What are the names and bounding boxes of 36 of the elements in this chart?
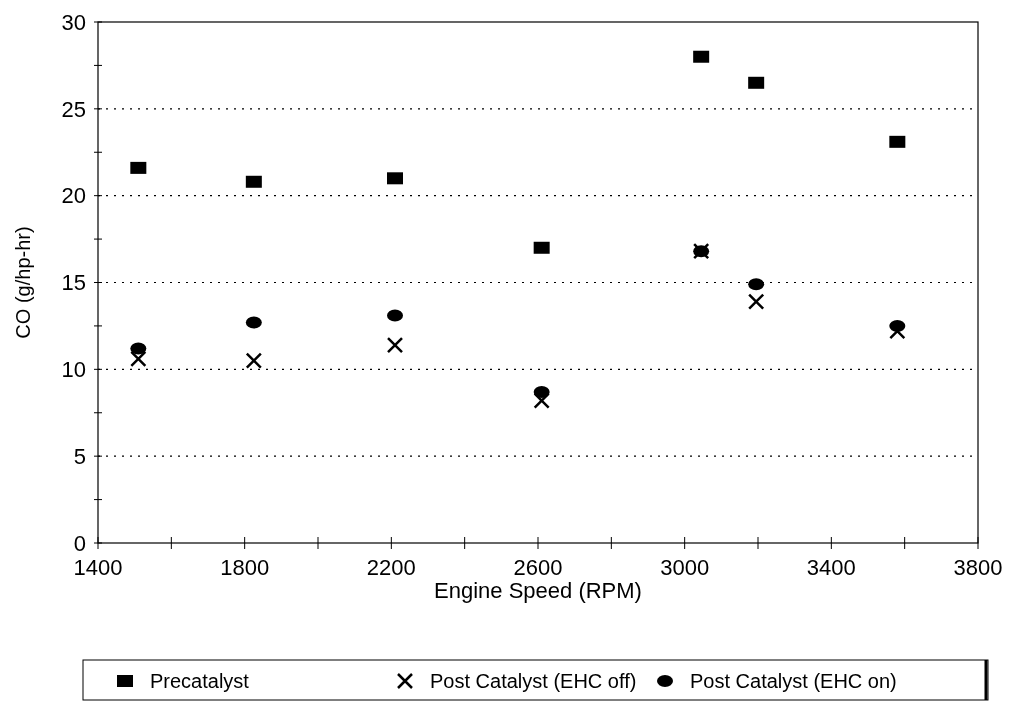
point: [245, 175, 262, 188]
point: [747, 293, 765, 310]
point: [245, 352, 263, 369]
legend-label: Post Catalyst (EHC off): [430, 670, 637, 692]
point: [130, 342, 147, 355]
x-tick-label: 1400: [73, 555, 123, 580]
legend-label: Post Catalyst (EHC on): [690, 670, 897, 692]
y-tick-label: 10: [61, 357, 86, 383]
point: [533, 241, 550, 254]
legend-label: Precatalyst: [150, 670, 250, 692]
x-tick-label: 2200: [366, 555, 416, 580]
point: [387, 172, 403, 185]
y-tick-label: 15: [61, 270, 86, 296]
y-axis-title: CO (g/hp-hr): [12, 226, 34, 339]
point: [693, 50, 710, 63]
x-tick-label: 3000: [660, 555, 710, 580]
point: [748, 76, 765, 89]
x-tick-label: 3400: [806, 555, 856, 580]
x-tick-label: 2600: [513, 555, 563, 580]
point: [889, 322, 906, 340]
point: [245, 316, 262, 329]
point: [130, 161, 147, 174]
y-tick-label: 25: [61, 96, 86, 122]
y-tick-label: 0: [73, 530, 86, 556]
point: [889, 135, 906, 148]
y-tick-label: 5: [73, 443, 86, 469]
y-tick-label: 20: [61, 183, 86, 209]
y-tick-label: 30: [61, 9, 86, 35]
x-axis-title: Engine Speed (RPM): [434, 578, 642, 603]
point: [386, 336, 404, 354]
x-tick-label: 3800: [953, 555, 1003, 580]
point: [533, 392, 550, 409]
point: [387, 309, 403, 322]
point: [130, 350, 147, 368]
x-tick-label: 1800: [220, 555, 270, 580]
point: [748, 278, 765, 291]
